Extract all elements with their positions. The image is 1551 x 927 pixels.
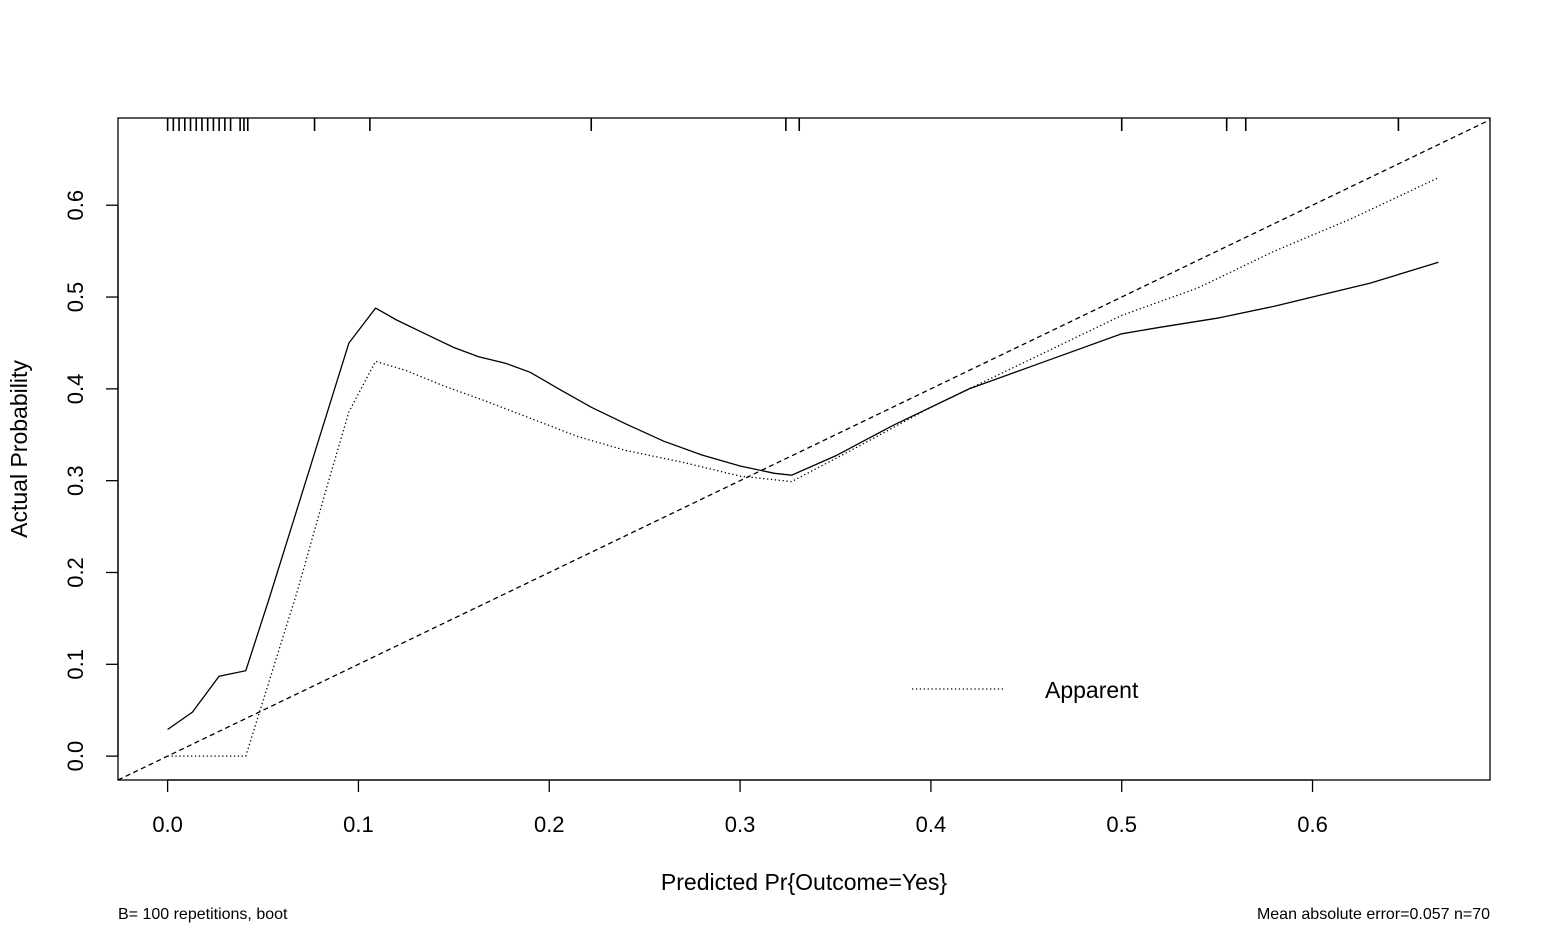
x-tick-label: 0.4 bbox=[916, 812, 947, 837]
y-tick-label: 0.6 bbox=[63, 190, 88, 221]
y-axis: 0.0 0.1 0.2 0.3 0.4 0.5 0.6 bbox=[63, 190, 119, 772]
y-tick-label: 0.2 bbox=[63, 557, 88, 588]
series-line-solid bbox=[167, 261, 1439, 731]
legend: Apparent bbox=[912, 677, 1139, 703]
y-tick-label: 0.1 bbox=[63, 649, 88, 680]
series-line-dotted bbox=[167, 177, 1439, 757]
y-tick-label: 0.0 bbox=[63, 741, 88, 772]
x-tick-label: 0.3 bbox=[725, 812, 756, 837]
x-tick-label: 0.1 bbox=[343, 812, 374, 837]
x-tick-label: 0.5 bbox=[1106, 812, 1137, 837]
y-tick-label: 0.5 bbox=[63, 282, 88, 313]
y-tick-label: 0.3 bbox=[63, 465, 88, 496]
legend-apparent-label: Apparent bbox=[1045, 677, 1139, 703]
series-lines bbox=[118, 119, 1490, 780]
plot-frame bbox=[117, 117, 1491, 781]
y-tick-label: 0.4 bbox=[63, 374, 88, 405]
y-axis-title: Actual Probability bbox=[6, 360, 32, 538]
x-tick-label: 0.0 bbox=[152, 812, 183, 837]
x-axis-title: Predicted Pr{Outcome=Yes} bbox=[661, 869, 948, 895]
footnote-right: Mean absolute error=0.057 n=70 bbox=[1257, 906, 1490, 923]
x-tick-label: 0.6 bbox=[1297, 812, 1328, 837]
x-tick-label: 0.2 bbox=[534, 812, 565, 837]
rug-marks bbox=[166, 118, 1400, 131]
series-line-dashed bbox=[118, 119, 1490, 780]
footnote-left: B= 100 repetitions, boot bbox=[118, 906, 288, 923]
x-axis: 0.0 0.1 0.2 0.3 0.4 0.5 0.6 bbox=[152, 779, 1328, 837]
